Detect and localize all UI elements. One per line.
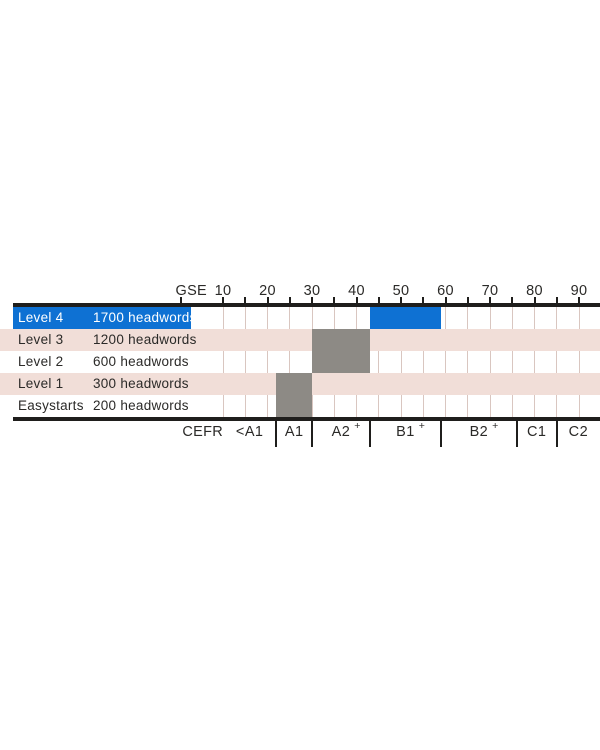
cefr-zone-label-text: A1 — [284, 424, 304, 440]
level-name: Easystarts — [18, 398, 84, 413]
gse-gridline — [511, 307, 513, 417]
gse-gridline — [445, 307, 446, 417]
level-span-bar — [276, 373, 312, 417]
cefr-zone-label: A2 + — [301, 420, 381, 440]
gse-tick — [400, 297, 402, 303]
cefr-zone-label: B2 + — [439, 420, 519, 440]
cefr-zone-label-text: B1 + — [396, 420, 426, 440]
level-row-level4: Level 4 1700 headwords — [0, 307, 600, 329]
gse-gridline — [422, 307, 424, 417]
cefr-plus-superscript: + — [418, 420, 426, 432]
gse-gridline — [244, 307, 246, 417]
gse-tick — [333, 297, 336, 303]
level-name: Level 3 — [18, 332, 64, 347]
level-row-easystarts: Easystarts 200 headwords — [0, 395, 600, 417]
cefr-zone-label-text: A2 + — [331, 420, 361, 440]
cefr-zone-label: <A1 — [210, 424, 290, 440]
gse-tick-label: 50 — [392, 283, 410, 299]
gse-tick-label: 70 — [481, 283, 499, 299]
gse-tick-label: 40 — [348, 283, 365, 299]
gse-tick — [533, 297, 536, 303]
gse-tick — [311, 297, 313, 303]
cefr-zone-divider — [440, 421, 443, 447]
gse-gridline — [489, 307, 491, 417]
cefr-zone-divider — [515, 421, 518, 447]
level-name: Level 4 — [18, 310, 64, 325]
gse-tick — [377, 297, 380, 303]
cefr-plus-superscript: + — [492, 420, 499, 432]
cefr-zone-label: C1 — [497, 424, 577, 440]
level-name: Level 1 — [18, 376, 64, 391]
gse-tick — [489, 297, 491, 303]
gse-tick — [288, 297, 291, 303]
level-name: Level 2 — [18, 354, 64, 369]
gse-gridline — [378, 307, 380, 417]
cefr-zone-divider — [368, 421, 371, 447]
cefr-plus-superscript: + — [354, 420, 361, 432]
headwords-count: 200 headwords — [93, 398, 189, 413]
level4-label-plate — [13, 307, 191, 329]
gse-tick — [444, 297, 447, 303]
gse-gridline — [467, 307, 469, 417]
gse-gridline — [556, 307, 558, 417]
gse-gridline — [222, 307, 224, 417]
headwords-count: 1700 headwords — [93, 310, 197, 325]
level-span-bar — [369, 307, 442, 329]
headwords-count: 600 headwords — [93, 354, 189, 369]
gse-gridline — [400, 307, 402, 417]
gse-axis-title: GSE — [175, 283, 207, 299]
cefr-zone-label: C2 — [538, 424, 600, 440]
cefr-zone-divider — [275, 421, 278, 447]
gse-tick-label: 60 — [437, 283, 454, 299]
cefr-zone-label-text: B2 + — [469, 420, 499, 440]
cefr-zone-divider — [555, 421, 558, 447]
gse-tick — [466, 297, 469, 303]
gse-tick — [266, 297, 269, 303]
cefr-zone-label: B1 + — [365, 420, 445, 440]
gse-tick — [555, 297, 558, 303]
gse-tick — [422, 297, 425, 303]
cefr-zone-label-text: <A1 — [235, 424, 264, 440]
gse-tick — [578, 297, 580, 303]
bottom-axis-line — [13, 417, 600, 421]
gse-tick — [355, 297, 358, 303]
gse-tick-label: 90 — [570, 283, 588, 299]
gse-tick — [244, 297, 247, 303]
gse-tick — [222, 297, 224, 303]
gse-tick-label: 30 — [303, 283, 321, 299]
cefr-zone-label-text: C1 — [527, 424, 547, 440]
gse-gridline — [267, 307, 268, 417]
gse-gridline — [534, 307, 535, 417]
gse-tick — [511, 297, 514, 303]
top-axis-line — [13, 303, 600, 307]
gse-gridline — [578, 307, 580, 417]
cefr-zone-label: A1 — [254, 424, 334, 440]
level-span-bar — [312, 329, 370, 373]
cefr-zone-divider — [311, 421, 313, 447]
headwords-count: 300 headwords — [93, 376, 189, 391]
level-row-level3: Level 3 1200 headwords — [0, 329, 600, 351]
gse-tick-label: 20 — [259, 283, 276, 299]
level-row-level2: Level 2 600 headwords — [0, 351, 600, 373]
gse-origin-tick — [180, 297, 182, 303]
gse-tick-label: 10 — [214, 283, 232, 299]
gse-gridline — [289, 307, 291, 417]
cefr-zone-label-text: C2 — [568, 424, 589, 440]
headwords-count: 1200 headwords — [93, 332, 197, 347]
cefr-axis-title: CEFR — [182, 424, 223, 440]
gse-tick-label: 80 — [526, 283, 543, 299]
